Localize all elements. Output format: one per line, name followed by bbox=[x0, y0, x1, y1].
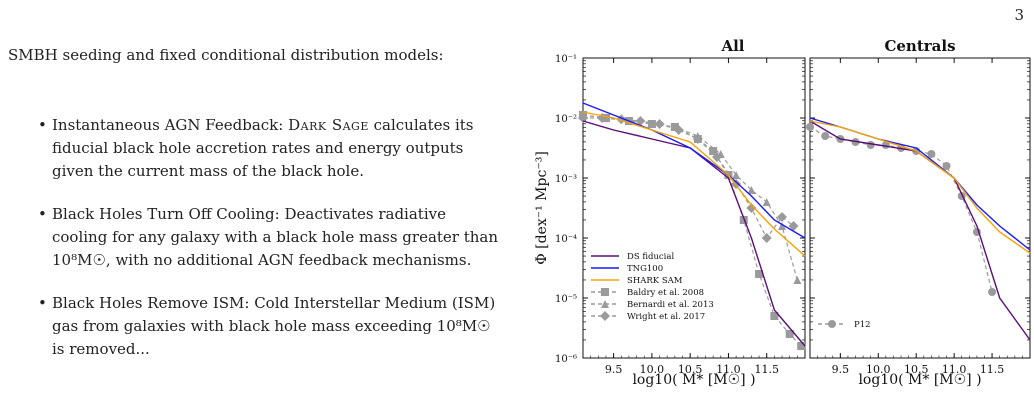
data-point bbox=[806, 123, 814, 131]
data-point bbox=[828, 320, 836, 328]
y-ticks bbox=[810, 57, 1030, 359]
series-line bbox=[582, 120, 806, 347]
data-point bbox=[785, 330, 794, 338]
y-axis-label: Φ [dex⁻¹ Mpc⁻³] bbox=[534, 151, 550, 265]
list-item-text: Instantaneous AGN Feedback: bbox=[52, 116, 289, 134]
intro-paragraph: SMBH seeding and fixed conditional distr… bbox=[8, 46, 444, 64]
data-point bbox=[761, 233, 772, 243]
data-point bbox=[654, 119, 665, 129]
data-point bbox=[778, 222, 787, 230]
data-point bbox=[762, 198, 771, 206]
data-point bbox=[692, 134, 703, 144]
legend-label: SHARK SAM bbox=[627, 276, 683, 286]
legend-label: Bernardi et al. 2013 bbox=[627, 300, 714, 310]
data-point bbox=[747, 186, 756, 194]
data-point bbox=[601, 300, 609, 308]
y-tick-label: 10⁻¹ bbox=[555, 54, 577, 65]
x-tick-label: 9.5 bbox=[832, 363, 850, 376]
stellar-mass-function-figure: Φ [dex⁻¹ Mpc⁻³] All 10⁻¹ 10⁻² 10⁻³ 10⁻⁴ 10⁻⁵… bbox=[534, 37, 1031, 388]
data-point bbox=[793, 276, 802, 284]
series-line bbox=[582, 102, 806, 239]
data-point bbox=[711, 152, 722, 162]
legend-label: Baldry et al. 2008 bbox=[627, 288, 704, 298]
series-line bbox=[583, 117, 794, 240]
data-point bbox=[647, 120, 656, 128]
x-tick-label: 11.5 bbox=[980, 363, 1005, 376]
data-point bbox=[777, 212, 788, 222]
chart-panel-centrals: Centrals 9.5 10.0 10.5 11.0 11.5 P12 log10( … bbox=[806, 37, 1031, 388]
x-tick-label: 10.0 bbox=[640, 363, 665, 376]
panel-title: Centrals bbox=[884, 37, 955, 55]
x-tick-label: 10.5 bbox=[904, 363, 929, 376]
data-point bbox=[673, 125, 684, 135]
x-tick-label: 11.0 bbox=[716, 363, 741, 376]
plot-area bbox=[582, 57, 806, 359]
x-axis-label: log10( M* [M☉] ) bbox=[858, 372, 981, 388]
legend: DS fiducial TNG100 SHARK SAM Baldry et al. … bbox=[591, 252, 714, 322]
plot-area bbox=[809, 57, 1031, 359]
y-tick-label: 10⁻⁵ bbox=[555, 294, 577, 305]
y-ticks: 10⁻¹ 10⁻² 10⁻³ 10⁻⁴ 10⁻⁵ 10⁻⁶ bbox=[555, 54, 805, 365]
x-axis-label: log10( M* [M☉] ) bbox=[632, 372, 755, 388]
x-ticks: 9.5 10.0 10.5 11.0 11.5 bbox=[590, 58, 806, 376]
legend-label: TNG100 bbox=[627, 264, 663, 274]
data-point bbox=[709, 147, 718, 155]
series-line bbox=[582, 114, 798, 281]
legend: P12 bbox=[818, 320, 871, 330]
data-point bbox=[821, 132, 830, 140]
data-point bbox=[927, 150, 936, 158]
x-ticks: 9.5 10.0 10.5 11.0 11.5 bbox=[817, 58, 1031, 376]
model-name: Dark Sage bbox=[288, 116, 369, 134]
data-point bbox=[746, 203, 757, 213]
legend-label: Wright et al. 2017 bbox=[627, 312, 705, 322]
chart-panel-all: All 10⁻¹ 10⁻² 10⁻³ 10⁻⁴ 10⁻⁵ 10⁻⁶ 9.5 10.0 10.5… bbox=[555, 37, 806, 388]
list-item: Black Holes Remove ISM: Cold Interstella… bbox=[38, 292, 500, 361]
data-point bbox=[635, 116, 646, 126]
list-item: Black Holes Turn Off Cooling: Deactivate… bbox=[38, 203, 500, 272]
x-tick-label: 10.0 bbox=[866, 363, 891, 376]
list-item-text: Black Holes Turn Off Cooling: Deactivate… bbox=[52, 205, 499, 269]
data-point bbox=[600, 311, 610, 321]
series-line bbox=[809, 120, 1031, 254]
y-tick-label: 10⁻⁴ bbox=[555, 234, 577, 245]
y-tick-label: 10⁻⁶ bbox=[555, 354, 577, 365]
data-point bbox=[578, 113, 588, 123]
data-point bbox=[770, 312, 779, 320]
model-list: Instantaneous AGN Feedback: Dark Sage ca… bbox=[38, 114, 500, 381]
data-point bbox=[866, 141, 875, 149]
series-group bbox=[806, 117, 1031, 341]
series-group bbox=[578, 102, 806, 350]
x-tick-label: 9.5 bbox=[605, 363, 623, 376]
legend-label: DS fiducial bbox=[627, 252, 674, 262]
list-item-text: calculates its fiducial black hole accre… bbox=[52, 116, 474, 180]
data-point bbox=[755, 270, 764, 278]
panel-title: All bbox=[720, 37, 744, 55]
x-tick-label: 11.5 bbox=[754, 363, 779, 376]
data-point bbox=[988, 288, 997, 296]
legend-label: P12 bbox=[854, 320, 871, 330]
data-point bbox=[797, 342, 806, 350]
series-line bbox=[582, 111, 806, 257]
data-point bbox=[601, 288, 609, 296]
x-tick-label: 11.0 bbox=[942, 363, 967, 376]
list-item-text: Black Holes Remove ISM: Cold Interstella… bbox=[52, 294, 496, 358]
y-tick-label: 10⁻² bbox=[555, 114, 577, 125]
page-number: 3 bbox=[1014, 6, 1024, 24]
data-point bbox=[788, 221, 799, 231]
list-item: Instantaneous AGN Feedback: Dark Sage ca… bbox=[38, 114, 500, 183]
data-point bbox=[732, 171, 741, 179]
y-tick-label: 10⁻³ bbox=[555, 174, 577, 185]
data-point bbox=[942, 162, 951, 170]
x-tick-label: 10.5 bbox=[678, 363, 703, 376]
